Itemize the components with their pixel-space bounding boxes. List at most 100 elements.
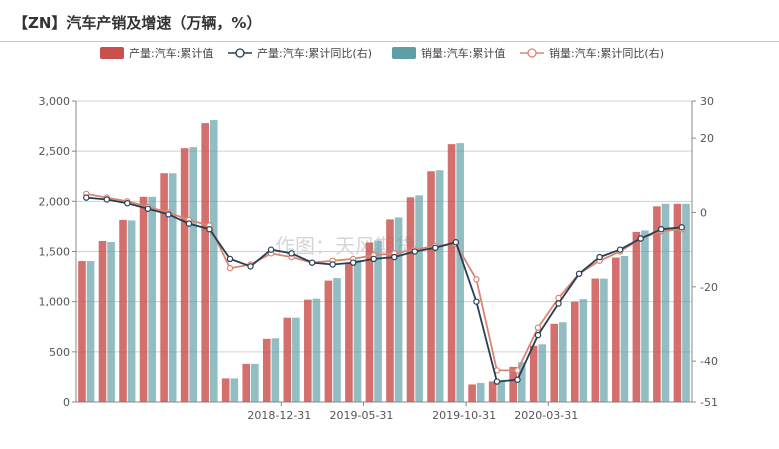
bar-production — [221, 378, 230, 402]
bar-production — [570, 301, 579, 402]
y-left-tick-label: 1,500 — [39, 246, 71, 259]
bar-sales — [497, 380, 506, 402]
bar-sales — [415, 195, 423, 402]
bar-production — [262, 338, 271, 402]
bar-production — [612, 257, 620, 402]
production-yoy-point — [391, 253, 398, 261]
production-yoy-point — [473, 298, 480, 305]
legend-label[interactable]: 产量:汽车:累计值 — [129, 46, 213, 60]
bar-production — [488, 381, 497, 402]
bar-sales — [333, 278, 341, 402]
y-left-tick-label: 2,500 — [39, 145, 71, 158]
chart-title: 【ZN】汽车产销及增速（万辆，%） — [13, 14, 262, 32]
bar-sales — [107, 241, 115, 402]
production-yoy-point — [616, 246, 624, 253]
bar-sales — [579, 299, 588, 402]
title-bar: 【ZN】汽车产销及增速（万辆，%） — [0, 0, 779, 42]
production-yoy-point — [555, 300, 562, 307]
bar-production — [673, 203, 682, 402]
bar-production — [180, 148, 189, 402]
production-yoy-point — [226, 255, 234, 263]
bar-production — [304, 299, 312, 402]
production-yoy-point — [83, 194, 90, 201]
bar-production — [324, 280, 333, 402]
legend-swatch-bar — [100, 47, 124, 59]
legend-label[interactable]: 销量:汽车:累计同比(右) — [549, 46, 664, 60]
bar-sales — [538, 344, 547, 402]
bar-sales — [168, 173, 177, 402]
bar-production — [98, 240, 107, 402]
production-yoy-point — [185, 220, 193, 227]
x-tick-label: 2020-03-31 — [514, 409, 578, 422]
y-left-tick-label: 2,000 — [39, 195, 71, 208]
production-yoy-point — [658, 226, 665, 233]
bar-sales — [517, 362, 526, 402]
bar-production — [78, 261, 86, 402]
legend-swatch-bar — [392, 47, 416, 59]
bar-production — [386, 219, 394, 402]
y-right-tick-label: -51 — [700, 396, 718, 409]
production-yoy-point — [350, 259, 357, 266]
bar-sales — [251, 363, 259, 402]
production-yoy-point — [267, 246, 275, 253]
sales-yoy-point — [226, 265, 234, 272]
bar-sales — [292, 317, 300, 402]
production-yoy-point — [637, 235, 644, 242]
legend-swatch-marker — [235, 48, 245, 58]
production-yoy-point — [288, 250, 295, 257]
production-yoy-point — [206, 226, 213, 233]
bar-sales — [435, 170, 444, 402]
bar-production — [509, 366, 517, 402]
legend-label[interactable]: 销量:汽车:累计值 — [421, 46, 505, 60]
production-yoy-point — [432, 244, 439, 251]
production-yoy-point — [308, 259, 316, 266]
x-tick-label: 2019-05-31 — [329, 409, 393, 422]
y-left-tick-label: 1,000 — [39, 296, 71, 309]
production-yoy-point — [596, 253, 603, 261]
bar-sales — [271, 338, 280, 402]
bar-sales — [456, 143, 464, 402]
bar-sales — [661, 203, 670, 402]
bar-production — [119, 219, 127, 402]
legend-swatch-marker — [527, 48, 537, 58]
bar-production — [468, 384, 476, 402]
bar-production — [529, 345, 538, 402]
sales-yoy-point — [514, 367, 521, 374]
bar-production — [345, 262, 353, 402]
bar-production — [653, 206, 661, 402]
production-yoy-point — [678, 224, 685, 231]
y-left-tick-label: 500 — [49, 346, 70, 359]
legend-label[interactable]: 产量:汽车:累计同比(右) — [257, 46, 372, 60]
bar-sales — [559, 322, 567, 402]
bar-sales — [394, 217, 403, 402]
bar-production — [283, 317, 292, 402]
production-yoy-point — [124, 199, 131, 207]
x-tick-label: 2019-10-31 — [432, 409, 496, 422]
production-yoy-point — [144, 205, 152, 212]
production-yoy-point — [452, 239, 460, 246]
production-yoy-point — [575, 270, 583, 277]
bar-production — [632, 231, 641, 402]
production-yoy-point — [411, 248, 418, 255]
bar-sales — [641, 230, 649, 402]
bar-production — [406, 197, 415, 402]
y-right-tick-label: 30 — [700, 95, 714, 108]
x-tick-label: 2018-12-31 — [247, 409, 311, 422]
y-left-tick-label: 0 — [63, 396, 70, 409]
production-yoy-point — [514, 376, 521, 383]
production-yoy-point — [534, 331, 542, 339]
bar-sales — [148, 196, 156, 402]
y-right-tick-label: 0 — [700, 206, 707, 219]
production-yoy-point — [103, 196, 111, 203]
bar-sales — [209, 120, 218, 403]
bar-production — [550, 323, 559, 402]
production-yoy-point — [247, 263, 254, 270]
bar-sales — [476, 382, 485, 402]
production-yoy-point — [329, 261, 336, 268]
bar-production — [160, 173, 168, 402]
bar-production — [242, 363, 251, 402]
production-yoy-point — [370, 255, 377, 263]
bar-production — [591, 278, 600, 402]
bar-sales — [312, 298, 321, 402]
